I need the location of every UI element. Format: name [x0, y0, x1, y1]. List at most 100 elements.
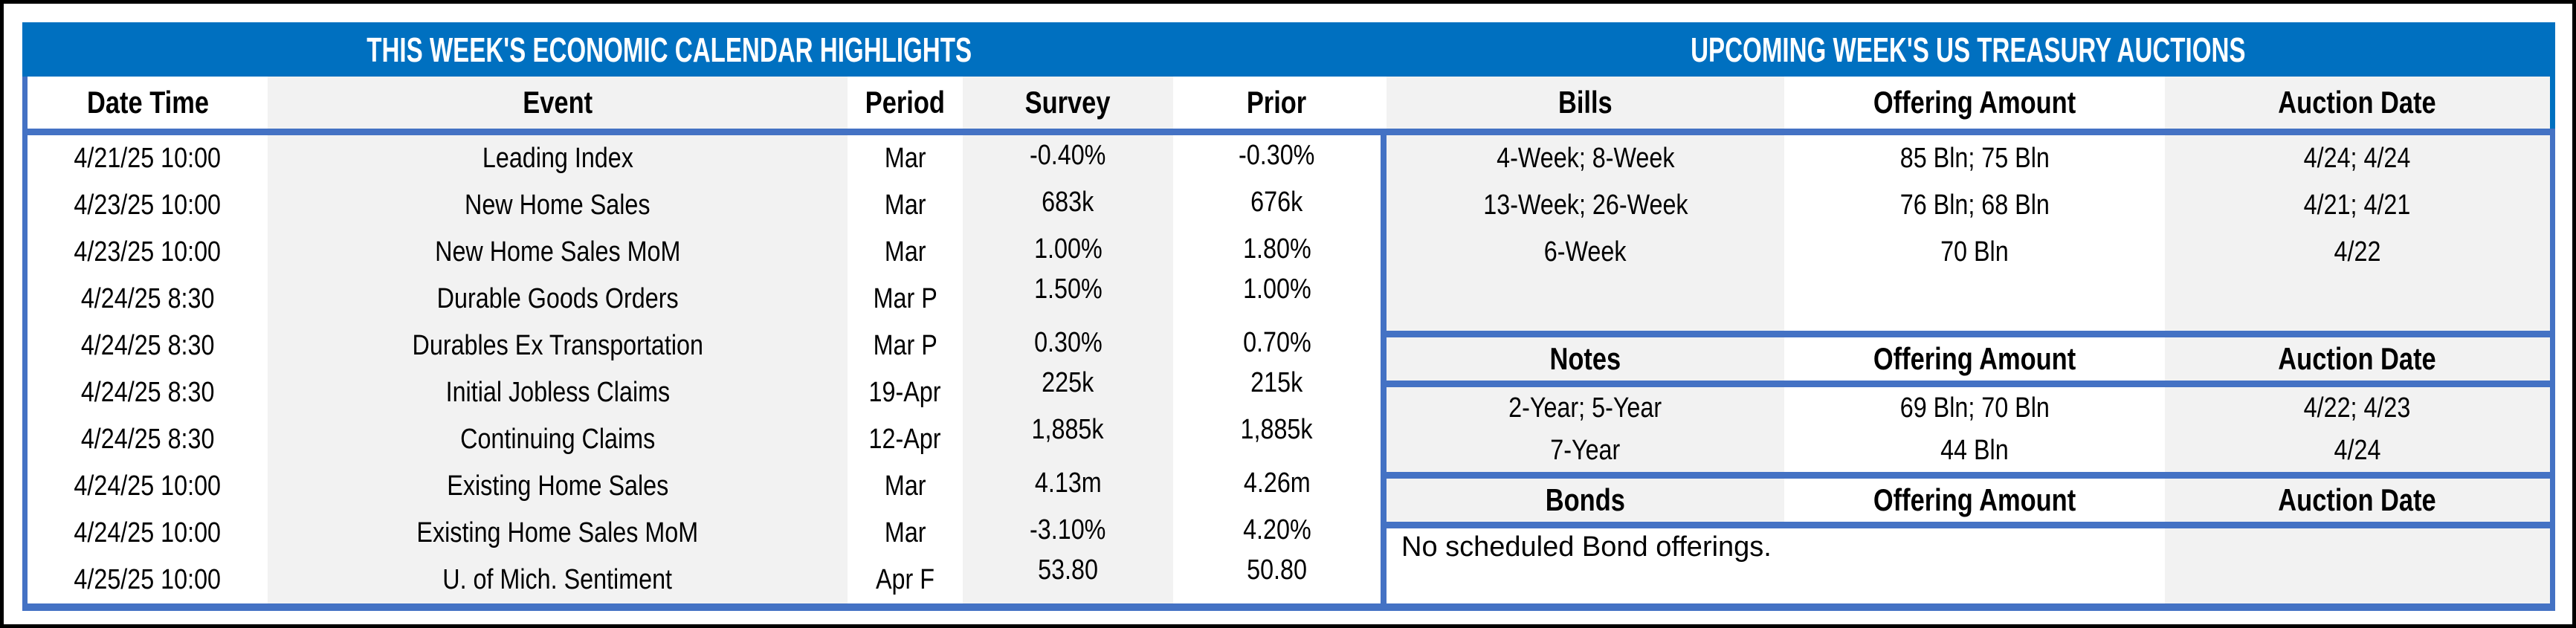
survey-cell: -0.40%	[963, 135, 1173, 182]
column-header-auction-date: Auction Date	[2165, 337, 2550, 381]
header-divider-line	[28, 129, 1381, 135]
prior-cell: 1,885k	[1173, 414, 1381, 463]
left-table-title: THIS WEEK'S ECONOMIC CALENDAR HIGHLIGHTS	[22, 22, 1316, 77]
economic-calendar-table: Date Time Event Period Survey Prior 4/21…	[22, 77, 1381, 611]
right-table-title: UPCOMING WEEK'S US TREASURY AUCTIONS	[1381, 22, 2555, 77]
offering-amount-cell: 76 Bln; 68 Bln	[1784, 182, 2165, 229]
prior-cell: 4.20%	[1173, 510, 1381, 557]
event-cell: Initial Jobless Claims	[268, 369, 848, 416]
treasury-auctions-table: Bills Offering Amount Auction Date 4-Wee…	[1381, 77, 2555, 611]
survey-cell: 4.13m	[963, 463, 1173, 510]
date-time-cell: 4/21/25 10:00	[28, 135, 268, 182]
empty-cell	[1387, 276, 1784, 331]
column-header-event: Event	[268, 77, 848, 129]
date-time-cell: 4/24/25 8:30	[28, 276, 268, 323]
event-cell: New Home Sales MoM	[268, 229, 848, 276]
bonds-section: No scheduled Bond offerings.	[1381, 528, 2555, 603]
auction-date-cell: 4/22	[2165, 229, 2550, 276]
date-time-cell: 4/25/25 10:00	[28, 557, 268, 603]
prior-cell: 50.80	[1173, 554, 1381, 603]
event-cell: Existing Home Sales MoM	[268, 510, 848, 557]
survey-cell: 1,885k	[963, 414, 1173, 463]
column-header-offering-amount: Offering Amount	[1784, 337, 2165, 381]
table-bottom-line	[28, 603, 1381, 611]
survey-cell: 0.30%	[963, 323, 1173, 369]
empty-cell	[1784, 276, 2165, 331]
column-header-period: Period	[848, 77, 963, 129]
column-header-date-time: Date Time	[28, 77, 268, 129]
period-cell: Mar	[848, 463, 963, 510]
prior-cell: -0.30%	[1173, 135, 1381, 182]
notes-section: 2-Year; 5-Year 69 Bln; 70 Bln 4/22; 4/23…	[1381, 387, 2555, 472]
event-cell: Leading Index	[268, 135, 848, 182]
survey-cell: 225k	[963, 367, 1173, 416]
prior-cell: 676k	[1173, 182, 1381, 229]
column-header-auction-date: Auction Date	[2165, 479, 2550, 522]
column-header-offering-amount: Offering Amount	[1784, 479, 2165, 522]
column-header-auction-date: Auction Date	[2165, 77, 2550, 129]
date-time-cell: 4/24/25 8:30	[28, 369, 268, 416]
section-divider-line	[1381, 472, 2555, 479]
period-cell: Mar	[848, 135, 963, 182]
column-header-prior: Prior	[1173, 77, 1381, 129]
survey-cell: -3.10%	[963, 510, 1173, 557]
right-table-title-text: UPCOMING WEEK'S US TREASURY AUCTIONS	[1690, 30, 2246, 69]
period-cell: Mar	[848, 510, 963, 557]
left-table-title-text: THIS WEEK'S ECONOMIC CALENDAR HIGHLIGHTS	[367, 30, 972, 69]
period-cell: Mar	[848, 229, 963, 276]
offering-amount-cell: 70 Bln	[1784, 229, 2165, 276]
auction-date-cell: 4/24	[2165, 430, 2550, 472]
title-band: THIS WEEK'S ECONOMIC CALENDAR HIGHLIGHTS…	[22, 22, 2555, 77]
auction-date-cell: 4/24; 4/24	[2165, 135, 2550, 182]
date-time-cell: 4/24/25 10:00	[28, 463, 268, 510]
date-time-cell: 4/24/25 8:30	[28, 416, 268, 463]
auction-date-cell: 4/22; 4/23	[2165, 387, 2550, 430]
column-header-bills: Bills	[1387, 77, 1784, 129]
column-header-survey: Survey	[963, 77, 1173, 129]
period-cell: 12-Apr	[848, 416, 963, 463]
period-cell: Apr F	[848, 557, 963, 603]
header-divider-line	[1381, 381, 2555, 387]
bonds-header-row: Bonds Offering Amount Auction Date	[1381, 479, 2555, 522]
event-cell: Existing Home Sales	[268, 463, 848, 510]
bills-header-row: Bills Offering Amount Auction Date	[1381, 77, 2555, 129]
column-header-notes: Notes	[1387, 337, 1784, 381]
empty-cell	[2165, 528, 2550, 603]
prior-cell: 215k	[1173, 367, 1381, 416]
offering-amount-cell: 69 Bln; 70 Bln	[1784, 387, 2165, 430]
table-bottom-line	[1381, 603, 2555, 611]
header-divider-line	[1381, 522, 2555, 528]
auction-date-cell: 4/21; 4/21	[2165, 182, 2550, 229]
period-cell: Mar P	[848, 276, 963, 323]
survey-cell: 1.00%	[963, 229, 1173, 276]
survey-cell: 683k	[963, 182, 1173, 229]
date-time-cell: 4/23/25 10:00	[28, 229, 268, 276]
prior-cell: 1.00%	[1173, 273, 1381, 323]
event-cell: U. of Mich. Sentiment	[268, 557, 848, 603]
offering-amount-cell: 85 Bln; 75 Bln	[1784, 135, 2165, 182]
bills-section: 4-Week; 8-Week 85 Bln; 75 Bln 4/24; 4/24…	[1381, 135, 2555, 331]
prior-cell: 4.26m	[1173, 463, 1381, 510]
column-header-bonds: Bonds	[1387, 479, 1784, 522]
header-divider-line	[1381, 129, 2555, 135]
date-time-cell: 4/24/25 8:30	[28, 323, 268, 369]
section-divider-line	[1381, 331, 2555, 337]
period-cell: Mar P	[848, 323, 963, 369]
survey-cell: 53.80	[963, 554, 1173, 603]
prior-cell: 1.80%	[1173, 229, 1381, 276]
period-cell: 19-Apr	[848, 369, 963, 416]
survey-cell: 1.50%	[963, 273, 1173, 323]
empty-cell	[2165, 276, 2550, 331]
offering-amount-cell: 44 Bln	[1784, 430, 2165, 472]
event-cell: Continuing Claims	[268, 416, 848, 463]
column-header-offering-amount: Offering Amount	[1784, 77, 2165, 129]
event-cell: Durables Ex Transportation	[268, 323, 848, 369]
date-time-cell: 4/23/25 10:00	[28, 182, 268, 229]
security-cell: 2-Year; 5-Year	[1387, 387, 1784, 430]
event-cell: Durable Goods Orders	[268, 276, 848, 323]
security-cell: 4-Week; 8-Week	[1387, 135, 1784, 182]
period-cell: Mar	[848, 182, 963, 229]
event-cell: New Home Sales	[268, 182, 848, 229]
security-cell: 7-Year	[1387, 430, 1784, 472]
